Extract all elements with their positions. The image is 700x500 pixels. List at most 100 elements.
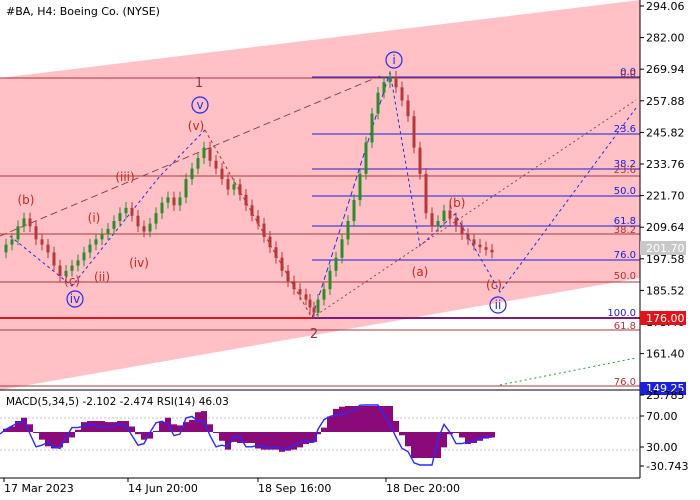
candle — [370, 107, 374, 149]
candle-body — [226, 179, 230, 190]
wave-label: ii — [495, 298, 502, 312]
candle-body — [94, 239, 98, 245]
candle-body — [358, 173, 362, 201]
candle — [10, 233, 14, 251]
macd-bar — [255, 432, 261, 449]
candle — [106, 223, 110, 240]
blue-dashed-wave-i — [311, 71, 391, 319]
candle — [28, 212, 32, 233]
candle-body — [76, 260, 80, 266]
rsi-line — [0, 404, 492, 466]
fib-right-label: 23.6 — [614, 124, 636, 135]
candle-body — [22, 218, 26, 227]
fib-right-label: 61.8 — [614, 216, 636, 227]
candle — [316, 293, 320, 319]
candle — [388, 71, 392, 88]
candle — [308, 293, 312, 314]
price-tick-label: 233.76 — [646, 158, 685, 171]
candle — [312, 301, 316, 319]
macd-bar — [243, 432, 249, 443]
candle — [94, 233, 98, 251]
indicator-tick-label: 70.00 — [646, 410, 678, 423]
time-tick-label: 17 Mar 2023 — [4, 482, 74, 495]
candle-body — [394, 76, 398, 88]
candle — [160, 196, 164, 219]
candle — [184, 173, 188, 204]
macd-bar — [9, 426, 15, 432]
wave-circle — [489, 296, 507, 314]
candle — [118, 207, 122, 227]
candle — [70, 259, 74, 277]
wave-label: (c) — [64, 274, 80, 288]
candle — [40, 233, 44, 251]
candle — [208, 141, 212, 167]
candle-body — [142, 226, 146, 232]
candle — [34, 220, 38, 246]
candlesticks — [4, 71, 494, 319]
wave-circle — [385, 51, 403, 69]
indicator-tick-label: -30.743 — [646, 460, 688, 473]
candle-body — [472, 239, 476, 245]
fib-right-label: 50.0 — [614, 186, 636, 197]
candle — [454, 212, 458, 233]
candle — [340, 233, 344, 264]
wave-label: (i) — [88, 211, 101, 225]
macd-bar — [249, 432, 255, 443]
price-tick-label: 257.88 — [646, 95, 685, 108]
candle — [400, 81, 404, 107]
macd-bar — [375, 406, 381, 432]
wave-label: (v) — [188, 119, 204, 133]
candle-body — [220, 168, 224, 180]
macd-bar — [435, 432, 441, 458]
candle — [220, 162, 224, 185]
fib-left-label: 38.2 — [614, 225, 636, 236]
macd-bar — [351, 406, 357, 432]
candle-body — [418, 147, 422, 174]
macd-bar — [195, 412, 201, 432]
candle-body — [316, 299, 320, 313]
macd-bar — [483, 432, 489, 439]
macd-bar — [285, 432, 291, 451]
candle — [88, 238, 92, 259]
wave-circle — [66, 290, 84, 308]
macd-bar — [189, 419, 195, 432]
candle-body — [448, 210, 452, 219]
candle — [154, 207, 158, 230]
macd-bar — [177, 425, 183, 432]
candle-body — [412, 116, 416, 148]
candle — [238, 178, 242, 201]
macd-bar — [45, 432, 51, 447]
macd-bar — [339, 406, 345, 432]
macd-bar — [489, 432, 495, 438]
fib-right-label: 38.2 — [614, 159, 636, 170]
macd-bar — [81, 422, 87, 432]
macd-bar — [75, 429, 81, 432]
time-tick-label: 18 Sep 16:00 — [258, 482, 331, 495]
macd-bar — [321, 427, 327, 432]
candle-body — [424, 173, 428, 214]
candle-body — [400, 87, 404, 101]
candle — [376, 86, 380, 120]
candle-body — [250, 205, 254, 216]
candle-body — [4, 244, 8, 253]
price-tick-label: 282.00 — [646, 32, 685, 45]
candle — [460, 220, 464, 240]
candle-body — [154, 213, 158, 224]
candle-body — [334, 257, 338, 271]
candle — [484, 241, 488, 256]
candle-body — [58, 265, 62, 277]
candle — [262, 217, 266, 243]
candle — [322, 283, 326, 306]
candle — [328, 265, 332, 295]
macd-bar — [159, 422, 165, 432]
indicator-title: MACD(5,34,5) -2.102 -2.474 RSI(14) 46.03 — [6, 396, 229, 408]
wave-label: (b) — [18, 193, 35, 207]
candle — [448, 204, 452, 225]
macd-bar — [153, 430, 159, 432]
low-price-tag — [640, 382, 686, 395]
macd-bar — [459, 432, 465, 438]
candle — [472, 233, 476, 251]
candle — [490, 244, 494, 259]
fib-left-label: 50.0 — [614, 271, 636, 282]
candle — [250, 199, 254, 222]
